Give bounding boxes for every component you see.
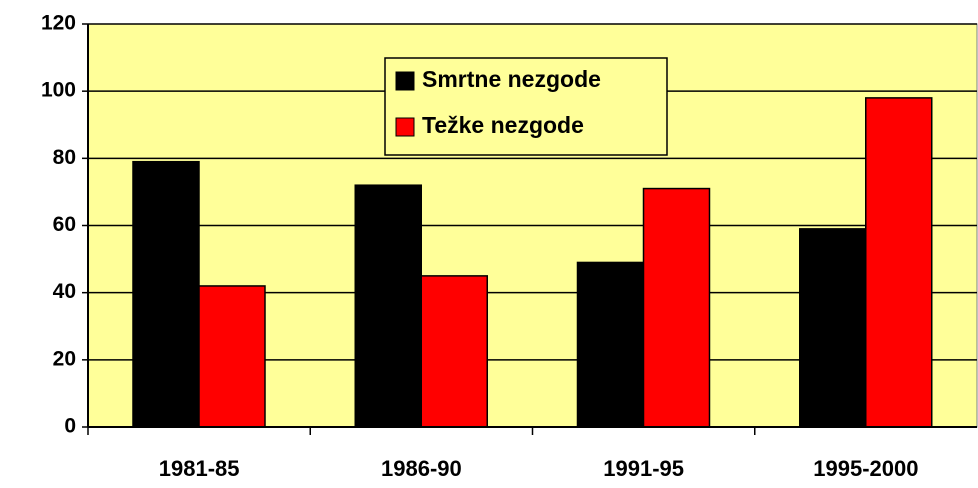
bar bbox=[132, 160, 200, 428]
y-tick-label: 0 bbox=[64, 415, 76, 438]
bar bbox=[420, 275, 488, 428]
x-tick-label: 1986-90 bbox=[381, 456, 462, 481]
legend-label: Težke nezgode bbox=[422, 112, 584, 138]
y-tick-label: 100 bbox=[41, 79, 76, 102]
y-tick-label: 40 bbox=[53, 280, 76, 303]
y-tick-label: 60 bbox=[53, 213, 76, 236]
bar bbox=[799, 228, 867, 428]
legend-swatch bbox=[395, 71, 415, 91]
y-tick-label: 120 bbox=[41, 12, 76, 35]
y-tick-label: 20 bbox=[53, 347, 76, 370]
legend-box bbox=[384, 57, 668, 156]
x-tick-label: 1981-85 bbox=[159, 456, 240, 481]
bar bbox=[198, 285, 266, 428]
x-tick-label: 1991-95 bbox=[603, 456, 684, 481]
y-tick-label: 80 bbox=[53, 146, 76, 169]
bar bbox=[865, 97, 933, 428]
bar bbox=[642, 187, 711, 428]
legend-label: Smrtne nezgode bbox=[422, 66, 601, 92]
x-tick-label: 1995-2000 bbox=[813, 456, 918, 481]
bar bbox=[576, 261, 645, 428]
legend-swatch bbox=[395, 117, 415, 137]
bar bbox=[354, 184, 422, 428]
